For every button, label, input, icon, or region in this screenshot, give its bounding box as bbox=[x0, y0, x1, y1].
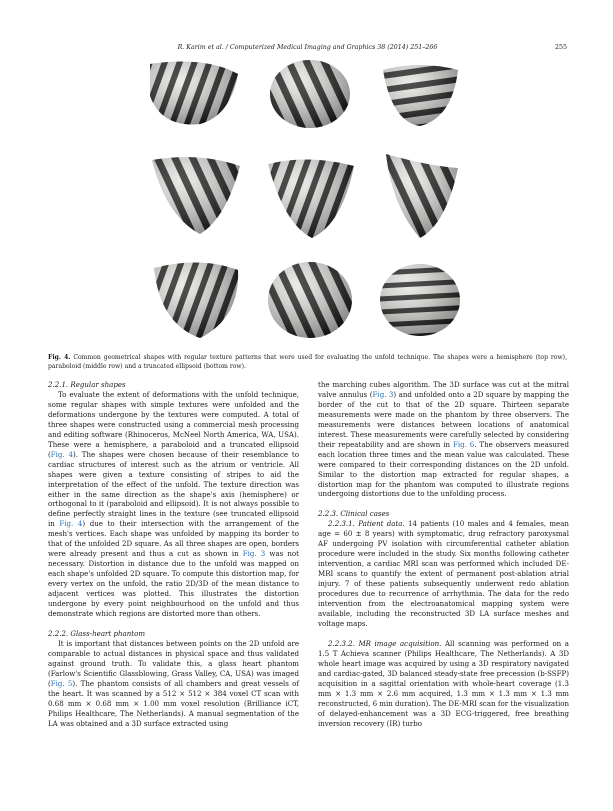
section-heading-glass-heart: 2.2.2. Glass-heart phantom bbox=[48, 628, 146, 638]
text-run: ). The shapes were chosen because of the… bbox=[48, 449, 299, 529]
text-run: 14 patients (10 males and 4 females, mea… bbox=[318, 519, 569, 628]
text-run: the marching cubes algorithm. The 3D sur… bbox=[318, 380, 569, 399]
fig5-link[interactable]: Fig. 5 bbox=[50, 678, 73, 688]
running-header: R. Karim et al. / Computerized Medical I… bbox=[48, 44, 567, 54]
fig4-link[interactable]: Fig. 4 bbox=[59, 519, 83, 529]
paragraph-phantom-cont: the marching cubes algorithm. The 3D sur… bbox=[318, 380, 569, 499]
left-column: 2.2.1. Regular shapes To evaluate the ex… bbox=[48, 380, 299, 729]
caption-text: Common geometrical shapes with regular t… bbox=[48, 354, 567, 370]
text-run: To evaluate the extent of deformations w… bbox=[48, 390, 299, 459]
text-run: It is important that distances between p… bbox=[48, 638, 299, 688]
text-run: was not necessary. Distortion in distanc… bbox=[48, 549, 299, 618]
figure-caption: Fig. 4. Common geometrical shapes with r… bbox=[48, 354, 567, 371]
fig4-link[interactable]: Fig. 4 bbox=[50, 449, 73, 459]
fig3-link[interactable]: Fig. 3 bbox=[372, 389, 394, 399]
text-run: ) and unfolded onto a 2D square by mappi… bbox=[318, 389, 570, 449]
fig6-link[interactable]: Fig. 6 bbox=[452, 439, 475, 449]
page-number: 255 bbox=[554, 44, 567, 51]
shapes-figure bbox=[150, 60, 460, 338]
text-run: ). The phantom consists of all chambers … bbox=[48, 678, 299, 728]
text-run: . The observers measured each location t… bbox=[318, 439, 569, 499]
ellipsoid-top-view bbox=[268, 262, 352, 338]
section-heading-clinical-cases: 2.2.3. Clinical cases bbox=[318, 509, 390, 519]
right-column: the marching cubes algorithm. The 3D sur… bbox=[318, 380, 569, 729]
paragraph-regular-shapes: To evaluate the extent of deformations w… bbox=[48, 390, 299, 619]
figure-4 bbox=[0, 56, 613, 346]
text-run: ) due to their intersection with the arr… bbox=[48, 519, 299, 559]
running-title: R. Karim et al. / Computerized Medical I… bbox=[177, 44, 438, 51]
hemisphere-side-view bbox=[150, 61, 238, 125]
paraboloid-top-view bbox=[268, 159, 354, 238]
hemisphere-top-view bbox=[270, 60, 350, 128]
paraboloid-bottom-view bbox=[386, 154, 458, 238]
paraboloid-side-view bbox=[152, 157, 240, 234]
text-run: All scanning was performed on a 1.5 T Ac… bbox=[318, 638, 569, 728]
paragraph-patient-data: 2.2.3.1. Patient data. 14 patients (10 m… bbox=[318, 519, 569, 628]
section-heading-regular-shapes: 2.2.1. Regular shapes bbox=[48, 380, 126, 389]
ellipsoid-side-view bbox=[154, 262, 239, 338]
subsection-heading-patient-data: 2.2.3.1. Patient data. bbox=[328, 519, 405, 529]
caption-label: Fig. 4. bbox=[48, 354, 71, 361]
hemisphere-bottom-view bbox=[383, 65, 458, 126]
paragraph-glass-heart: It is important that distances between p… bbox=[48, 639, 299, 729]
ellipsoid-bottom-view bbox=[380, 264, 460, 336]
subsection-heading-mr-acquisition: 2.2.3.2. MR image acquisition. bbox=[328, 638, 442, 648]
paragraph-mr-acquisition: 2.2.3.2. MR image acquisition. All scann… bbox=[318, 639, 569, 729]
fig3-link[interactable]: Fig. 3 bbox=[242, 549, 266, 559]
